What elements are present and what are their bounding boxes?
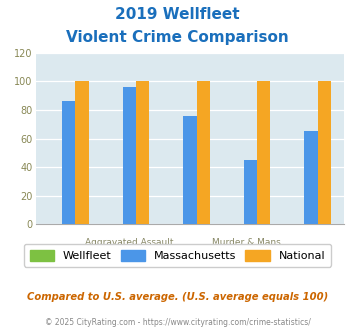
Text: Murder & Mans...: Murder & Mans...: [212, 238, 289, 247]
Text: Rape: Rape: [179, 252, 201, 261]
Text: Violent Crime Comparison: Violent Crime Comparison: [66, 30, 289, 45]
Text: All Violent Crime: All Violent Crime: [31, 252, 107, 261]
Bar: [76, 82, 89, 224]
Text: Aggravated Assault: Aggravated Assault: [85, 238, 174, 247]
Bar: [136, 82, 149, 224]
Text: © 2025 CityRating.com - https://www.cityrating.com/crime-statistics/: © 2025 CityRating.com - https://www.city…: [45, 318, 310, 327]
Bar: [183, 116, 197, 224]
Bar: [62, 101, 76, 224]
Text: Compared to U.S. average. (U.S. average equals 100): Compared to U.S. average. (U.S. average …: [27, 292, 328, 302]
Bar: [257, 82, 271, 224]
Bar: [197, 82, 210, 224]
Text: Robbery: Robbery: [292, 252, 330, 261]
Bar: [244, 160, 257, 224]
Legend: Wellfleet, Massachusetts, National: Wellfleet, Massachusetts, National: [24, 244, 331, 267]
Bar: [304, 131, 318, 224]
Bar: [318, 82, 331, 224]
Bar: [123, 87, 136, 224]
Text: 2019 Wellfleet: 2019 Wellfleet: [115, 7, 240, 21]
